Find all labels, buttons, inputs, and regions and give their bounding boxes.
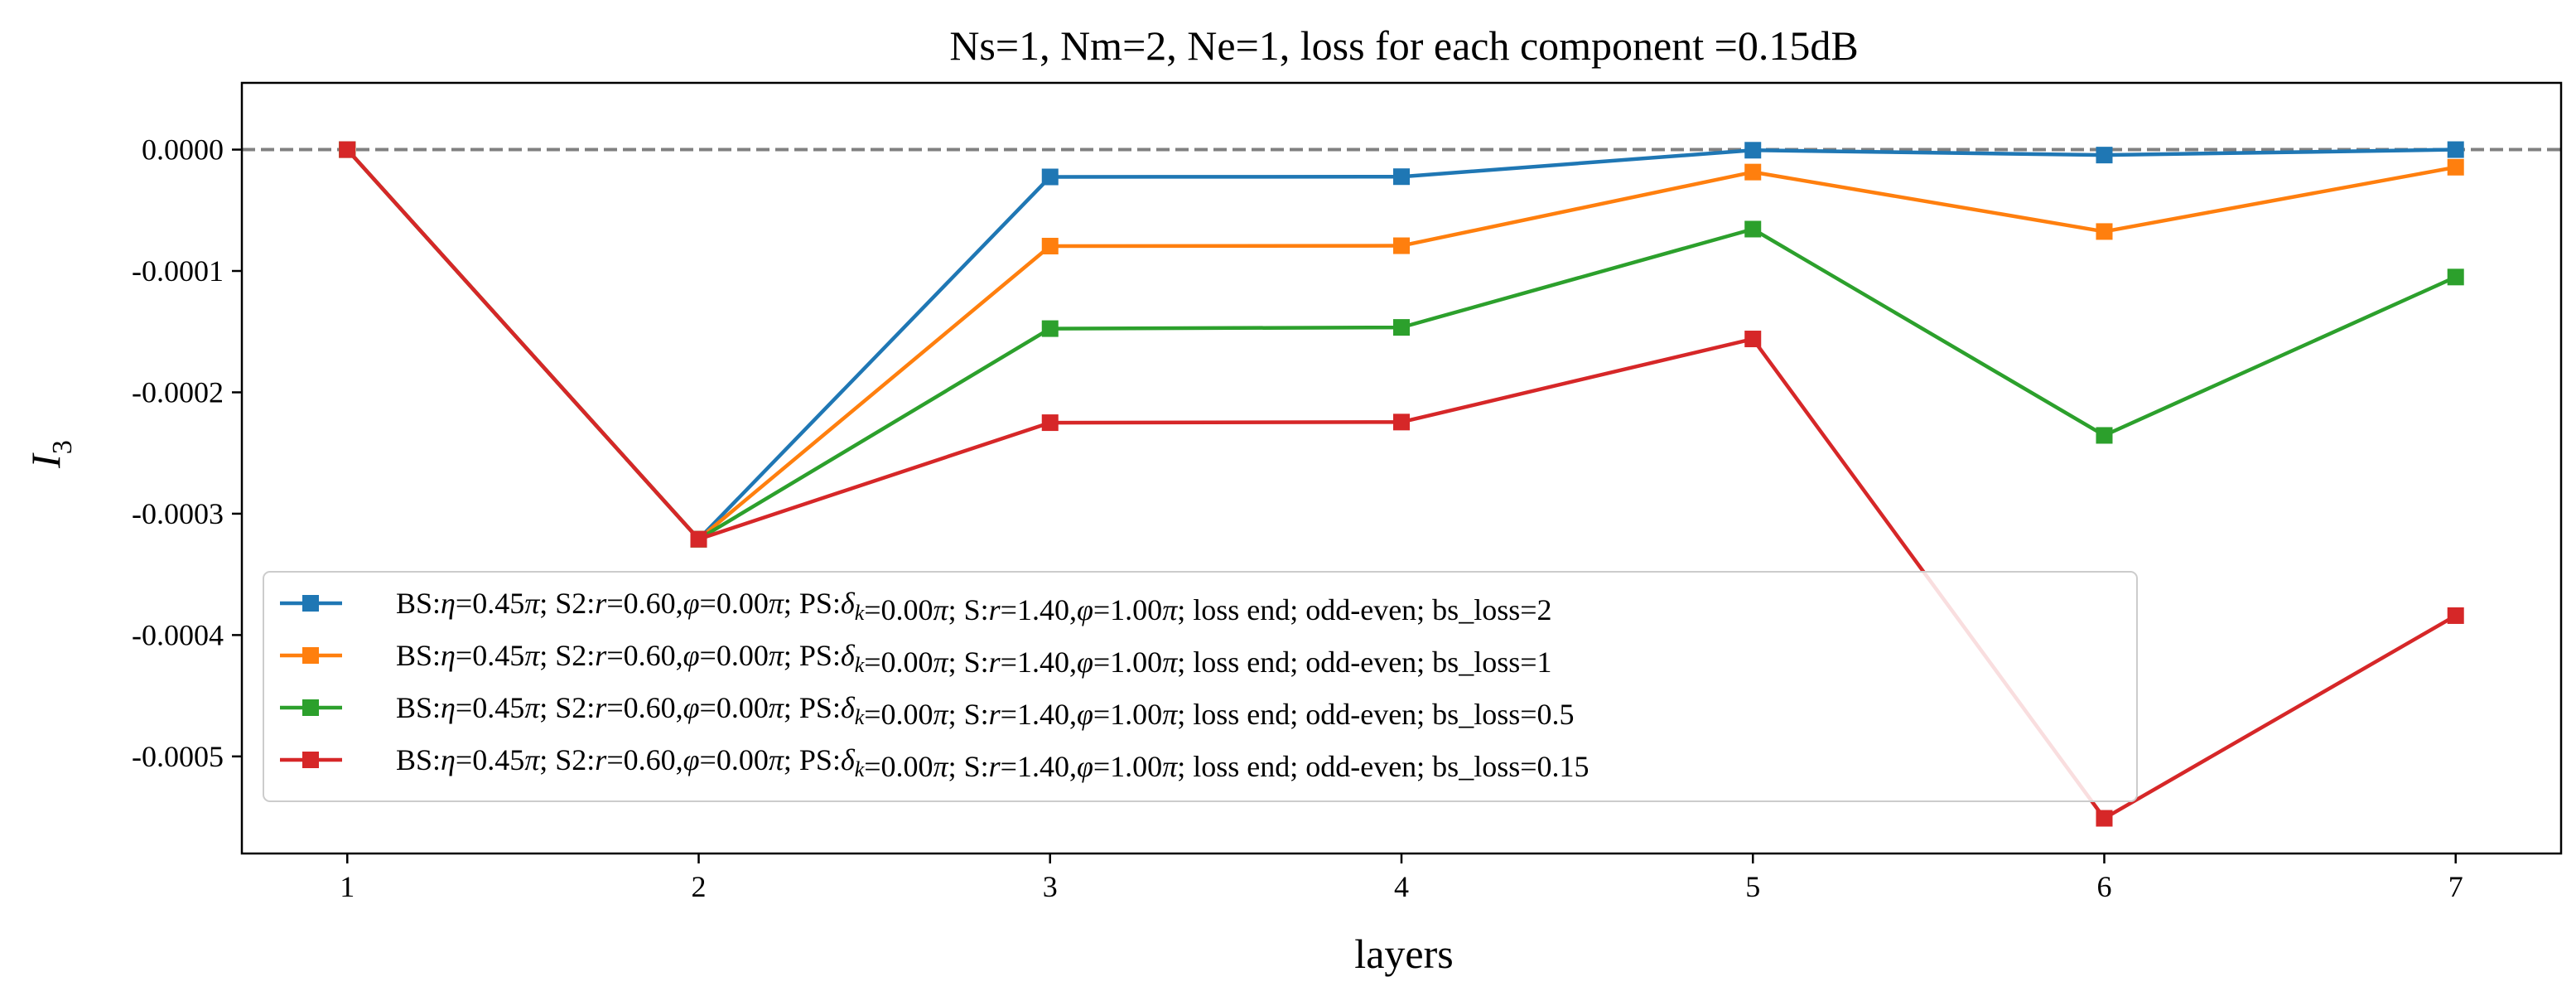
data-point (1041, 414, 1059, 432)
data-point (1393, 319, 1410, 336)
x-tick-label: 1 (340, 870, 355, 903)
data-point (2447, 141, 2464, 158)
plot-area: 1 2 3 4 5 6 7 0.0000 -0.0001 -0.0002 -0.0003 -0.000… (132, 81, 2563, 903)
y-axis-label-main: I (22, 452, 69, 469)
y-tick-label: -0.0005 (132, 740, 224, 773)
x-tick-label: 3 (1043, 870, 1058, 903)
legend-marker-2 (302, 647, 319, 664)
data-point (1041, 320, 1059, 337)
y-tick-label: -0.0004 (132, 618, 224, 651)
y-axis-label-subscript: 3 (47, 440, 78, 454)
y-tick-label: -0.0003 (132, 497, 224, 530)
data-point (2447, 158, 2464, 176)
data-point (2096, 147, 2113, 164)
x-tick-label: 2 (692, 870, 707, 903)
data-point (1041, 168, 1059, 186)
data-point (1744, 163, 1762, 181)
x-tick-label: 5 (1745, 870, 1760, 903)
x-tick-label: 4 (1394, 870, 1409, 903)
legend-marker-3 (302, 699, 319, 716)
x-tick-label: 7 (2448, 870, 2463, 903)
legend-label-4: BS:η=0.45π; S2:r=0.60,φ=0.00π; PS:δk=0.0… (396, 743, 1589, 783)
legend-marker-4 (302, 752, 319, 768)
data-point (2447, 268, 2464, 286)
y-tick-label: -0.0001 (132, 254, 224, 288)
data-point (1744, 220, 1762, 238)
chart-title: Ns=1, Nm=2, Ne=1, loss for each componen… (949, 22, 1858, 69)
data-point (1393, 237, 1410, 254)
legend-label-3: BS:η=0.45π; S2:r=0.60,φ=0.00π; PS:δk=0.0… (396, 691, 1575, 731)
legend-marker-1 (302, 595, 319, 612)
data-point (1041, 237, 1059, 254)
data-point (2096, 427, 2113, 444)
data-point (2447, 607, 2464, 624)
y-axis-label: I3 (22, 440, 78, 469)
data-point (690, 530, 707, 548)
data-point (1744, 142, 1762, 159)
data-point (1393, 413, 1410, 431)
legend-label-2: BS:η=0.45π; S2:r=0.60,φ=0.00π; PS:δk=0.0… (396, 639, 1552, 679)
legend-box (263, 571, 2138, 802)
x-tick-label: 6 (2096, 870, 2111, 903)
data-point (2096, 223, 2113, 240)
legend: BS:η=0.45π; S2:r=0.60,φ=0.00π; PS:δk=0.0… (263, 571, 2138, 802)
data-point (1744, 331, 1762, 348)
data-point (2096, 810, 2113, 827)
x-axis-label: layers (1354, 931, 1453, 977)
legend-label-1: BS:η=0.45π; S2:r=0.60,φ=0.00π; PS:δk=0.0… (396, 587, 1552, 626)
y-tick-label: 0.0000 (142, 133, 224, 167)
data-point (339, 141, 356, 158)
data-point (1393, 168, 1410, 186)
y-tick-label: -0.0002 (132, 375, 224, 409)
